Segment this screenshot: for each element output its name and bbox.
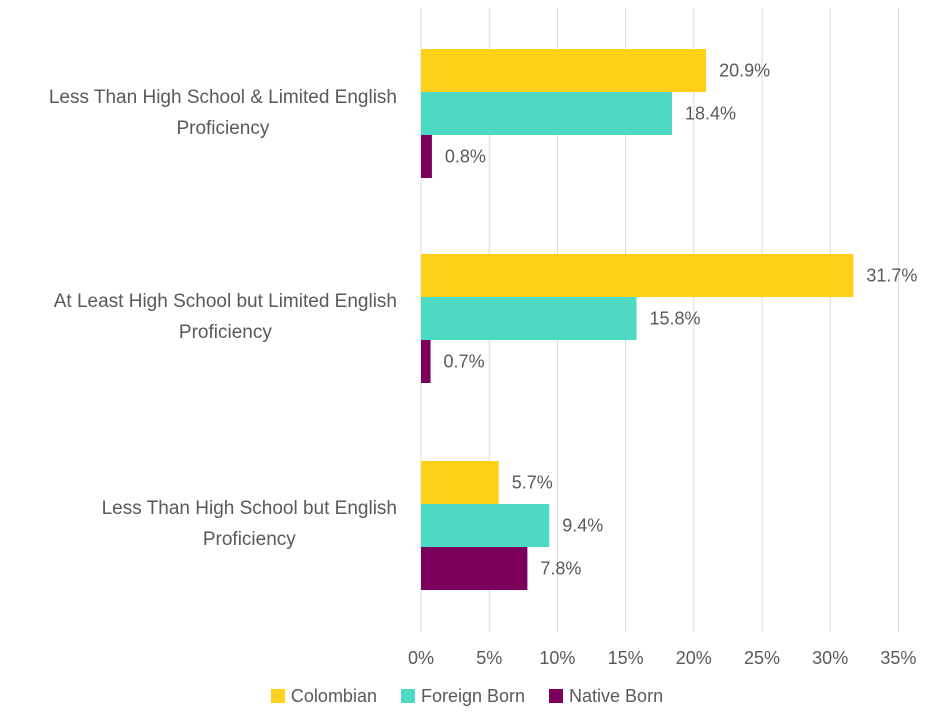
- x-tick-label: 5%: [476, 648, 502, 668]
- x-tick-label: 10%: [539, 648, 575, 668]
- x-tick-label: 20%: [676, 648, 712, 668]
- legend-swatch: [400, 689, 415, 703]
- category-label: Less Than High School & Limited English: [49, 87, 397, 108]
- category-label: Proficiency: [203, 529, 296, 550]
- data-label: 5.7%: [512, 473, 553, 493]
- bar-colombian: [421, 461, 499, 504]
- category-label: Less Than High School but English: [102, 498, 397, 519]
- bar-foreign-born: [421, 504, 550, 547]
- category-label: Proficiency: [176, 118, 269, 139]
- legend-swatch: [270, 689, 285, 703]
- x-tick-label: 15%: [608, 648, 644, 668]
- data-label: 15.8%: [650, 309, 701, 329]
- legend-label: Native Born: [569, 686, 663, 706]
- data-label: 9.4%: [562, 516, 603, 536]
- data-label: 0.8%: [445, 147, 486, 167]
- x-tick-label: 30%: [812, 648, 848, 668]
- bar-colombian: [421, 49, 707, 92]
- legend-swatch: [549, 689, 564, 703]
- legend-label: Foreign Born: [421, 686, 525, 706]
- data-label: 18.4%: [685, 104, 736, 124]
- bar-foreign-born: [421, 297, 637, 340]
- bar-native-born: [421, 135, 432, 178]
- data-label: 20.9%: [719, 61, 770, 81]
- data-label: 31.7%: [866, 266, 917, 286]
- data-label: 7.8%: [540, 559, 581, 579]
- category-label: At Least High School but Limited English: [54, 291, 397, 312]
- legend-label: Colombian: [291, 686, 377, 706]
- x-tick-label: 25%: [744, 648, 780, 668]
- x-tick-label: 35%: [880, 648, 916, 668]
- bar-foreign-born: [421, 92, 672, 135]
- x-tick-label: 0%: [408, 648, 434, 668]
- bar-colombian: [421, 254, 854, 297]
- category-label: Proficiency: [179, 322, 272, 343]
- data-label: 0.7%: [444, 352, 485, 372]
- bar-native-born: [421, 547, 528, 590]
- bar-native-born: [421, 340, 431, 383]
